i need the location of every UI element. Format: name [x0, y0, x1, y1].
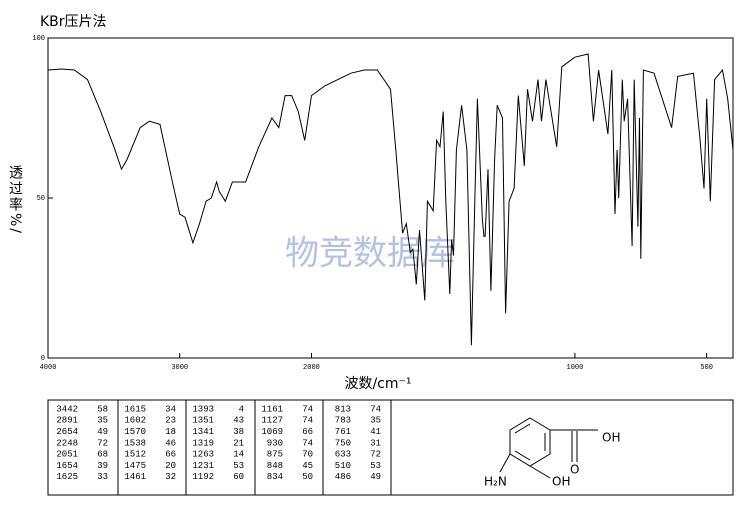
peak-wavenumber: 2051 — [56, 450, 78, 460]
peak-wavenumber: 1192 — [192, 472, 214, 482]
peak-wavenumber: 1161 — [261, 404, 283, 414]
peak-wavenumber: 1263 — [192, 450, 214, 460]
peak-transmittance: 21 — [233, 438, 244, 448]
peak-wavenumber: 1231 — [192, 461, 214, 471]
x-tick-label: 500 — [700, 364, 713, 372]
peak-wavenumber: 2891 — [56, 416, 78, 426]
chart-title: KBr压片法 — [40, 14, 107, 30]
peak-transmittance: 41 — [370, 427, 381, 437]
peak-transmittance: 66 — [165, 450, 176, 460]
peak-transmittance: 46 — [165, 438, 176, 448]
peak-transmittance: 72 — [97, 438, 108, 448]
x-axis-label: 波数/cm⁻¹ — [344, 376, 411, 392]
peak-transmittance: 38 — [233, 427, 244, 437]
peak-wavenumber: 1625 — [56, 472, 78, 482]
x-tick-label: 4000 — [40, 364, 57, 372]
peak-transmittance: 58 — [97, 404, 108, 414]
peak-wavenumber: 1615 — [124, 404, 146, 414]
peak-wavenumber: 875 — [267, 450, 283, 460]
peak-wavenumber: 1319 — [192, 438, 214, 448]
peak-transmittance: 23 — [165, 416, 176, 426]
peak-transmittance: 31 — [370, 438, 381, 448]
x-tick-label: 2000 — [303, 364, 320, 372]
peak-wavenumber: 1069 — [261, 427, 283, 437]
peak-wavenumber: 1538 — [124, 438, 146, 448]
peak-transmittance: 74 — [302, 416, 313, 426]
atom-label: O — [570, 463, 579, 477]
atom-label: H₂N — [484, 475, 507, 489]
y-axis-label: 透过率%/ — [7, 165, 23, 235]
peak-transmittance: 70 — [302, 450, 313, 460]
peak-transmittance: 35 — [97, 416, 108, 426]
peak-wavenumber: 750 — [335, 438, 351, 448]
peak-wavenumber: 1393 — [192, 404, 214, 414]
peak-transmittance: 53 — [370, 461, 381, 471]
peak-wavenumber: 848 — [267, 461, 283, 471]
y-tick-label: 0 — [41, 355, 45, 363]
atom-label: OH — [602, 431, 620, 445]
peak-transmittance: 74 — [302, 438, 313, 448]
peak-wavenumber: 1475 — [124, 461, 146, 471]
peak-transmittance: 34 — [165, 404, 176, 414]
peak-transmittance: 33 — [97, 472, 108, 482]
peak-wavenumber: 834 — [267, 472, 283, 482]
peak-wavenumber: 1351 — [192, 416, 214, 426]
peak-wavenumber: 3442 — [56, 404, 78, 414]
peak-wavenumber: 1461 — [124, 472, 146, 482]
peak-transmittance: 72 — [370, 450, 381, 460]
peak-wavenumber: 2654 — [56, 427, 78, 437]
peak-wavenumber: 1602 — [124, 416, 146, 426]
peak-transmittance: 50 — [302, 472, 313, 482]
peak-transmittance: 60 — [233, 472, 244, 482]
peak-wavenumber: 783 — [335, 416, 351, 426]
atom-label: OH — [552, 475, 570, 489]
peak-wavenumber: 1512 — [124, 450, 146, 460]
peak-wavenumber: 813 — [335, 404, 351, 414]
peak-wavenumber: 930 — [267, 438, 283, 448]
molecule — [499, 417, 598, 479]
peak-transmittance: 18 — [165, 427, 176, 437]
peak-wavenumber: 761 — [335, 427, 351, 437]
y-tick-label: 100 — [32, 35, 45, 43]
peak-wavenumber: 633 — [335, 450, 351, 460]
peak-transmittance: 32 — [165, 472, 176, 482]
peak-wavenumber: 1654 — [56, 461, 78, 471]
peak-wavenumber: 486 — [335, 472, 351, 482]
peak-wavenumber: 1127 — [261, 416, 283, 426]
peak-wavenumber: 1570 — [124, 427, 146, 437]
peak-wavenumber: 2248 — [56, 438, 78, 448]
peak-transmittance: 53 — [233, 461, 244, 471]
peak-transmittance: 45 — [302, 461, 313, 471]
x-tick-label: 3000 — [171, 364, 188, 372]
peak-transmittance: 66 — [302, 427, 313, 437]
peak-wavenumber: 510 — [335, 461, 351, 471]
peak-transmittance: 68 — [97, 450, 108, 460]
table-dividers — [117, 400, 392, 495]
peak-transmittance: 39 — [97, 461, 108, 471]
peak-transmittance: 4 — [239, 404, 244, 414]
peak-wavenumber: 1341 — [192, 427, 214, 437]
x-tick-label: 1000 — [567, 364, 584, 372]
watermark: 物竞数据库 — [285, 234, 455, 274]
peak-transmittance: 49 — [97, 427, 108, 437]
peak-transmittance: 74 — [370, 404, 381, 414]
peak-transmittance: 74 — [302, 404, 313, 414]
peak-transmittance: 49 — [370, 472, 381, 482]
spectrum — [47, 53, 734, 346]
peak-transmittance: 43 — [233, 416, 244, 426]
peak-transmittance: 20 — [165, 461, 176, 471]
peak-transmittance: 14 — [233, 450, 244, 460]
y-tick-label: 50 — [37, 195, 45, 203]
peak-transmittance: 35 — [370, 416, 381, 426]
